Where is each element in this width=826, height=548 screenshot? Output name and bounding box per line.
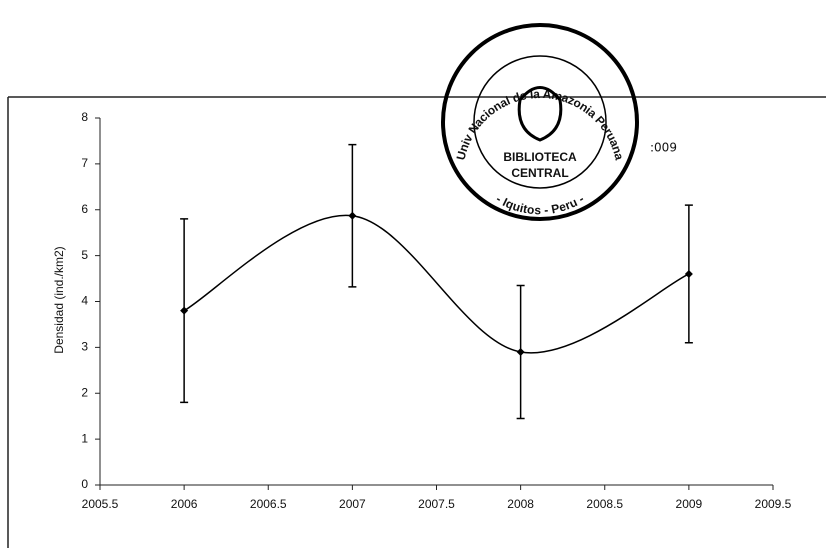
- point: [684, 269, 693, 278]
- point: [180, 306, 189, 315]
- y-tick-label: 4: [81, 294, 88, 308]
- point: [516, 347, 525, 356]
- y-tick-label: 0: [81, 477, 88, 491]
- data-line: [183, 214, 690, 354]
- x-tick-label: 2009: [676, 497, 703, 511]
- stamp-ring: [441, 23, 639, 221]
- x-tick-label: 2008: [507, 497, 534, 511]
- y-tick-label: 3: [81, 340, 88, 354]
- x-tick-label: 2005.5: [82, 497, 119, 511]
- stamp-line2: CENTRAL: [511, 166, 568, 180]
- stamp-number: :009: [650, 141, 677, 155]
- y-tick-label: 1: [81, 431, 88, 445]
- stamp-line1: BIBLIOTECA: [503, 150, 577, 164]
- y-tick-label: 7: [81, 156, 88, 170]
- x-tick-label: 2006: [171, 497, 198, 511]
- x-tick-label: 2009.5: [755, 497, 792, 511]
- stamp-inner-ring: [473, 55, 607, 189]
- x-tick-label: 2007: [339, 497, 366, 511]
- stamp-emblem: [517, 86, 563, 142]
- x-tick-label: 2006.5: [250, 497, 287, 511]
- x-tick-label: 2007.5: [418, 497, 455, 511]
- y-tick-label: 6: [81, 202, 88, 216]
- x-tick-label: 2008.5: [586, 497, 623, 511]
- y-axis-title: Densidad (ind./km2): [52, 246, 66, 353]
- y-tick-label: 2: [81, 385, 88, 399]
- y-tick-label: 8: [81, 110, 88, 124]
- point: [348, 211, 357, 220]
- y-tick-label: 5: [81, 248, 88, 262]
